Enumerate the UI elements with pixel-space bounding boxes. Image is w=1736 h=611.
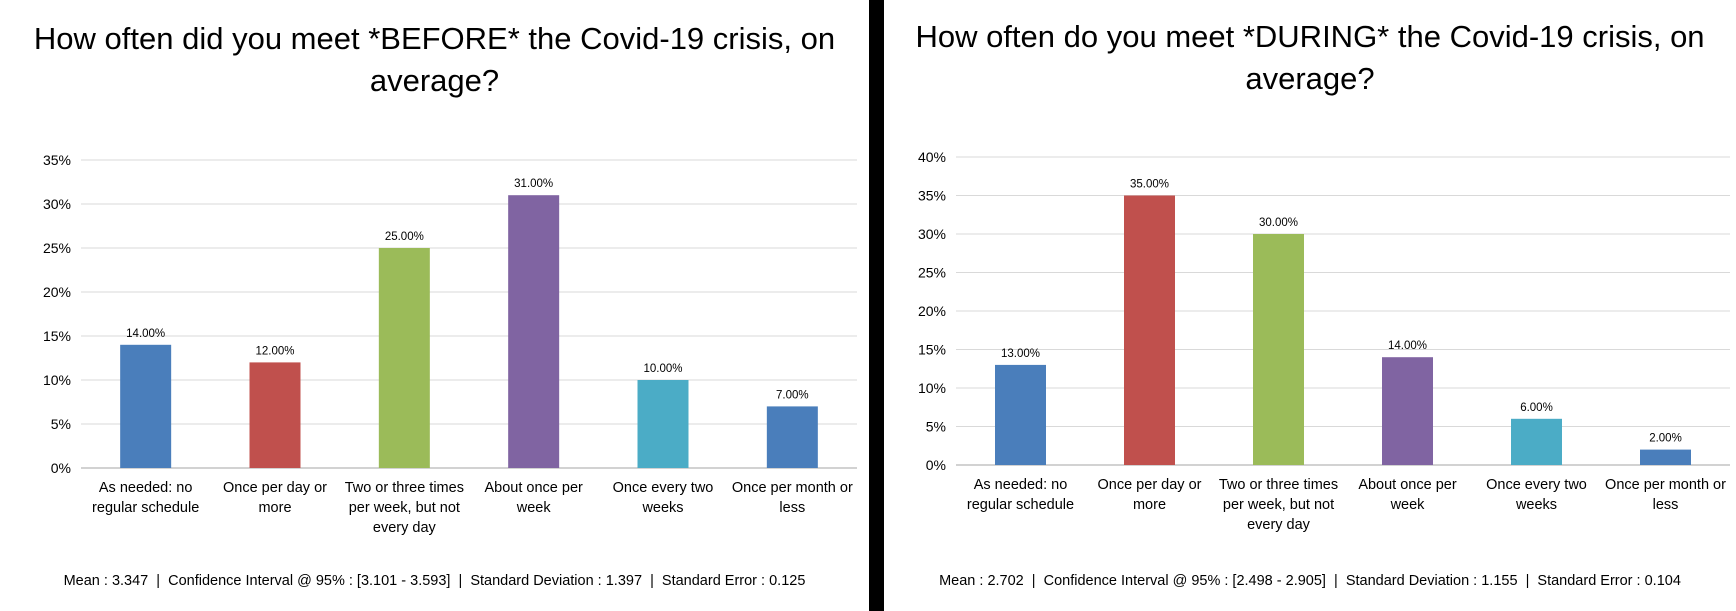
x-category-label-line: regular schedule: [92, 500, 199, 516]
bar: [637, 380, 689, 468]
y-tick-label: 10%: [43, 372, 71, 388]
x-category-label-line: more: [1133, 497, 1166, 513]
x-category-label: About once per week: [484, 480, 583, 516]
y-tick-label: 25%: [43, 240, 71, 256]
x-category-label-line: Once every two: [1486, 477, 1587, 493]
x-category-label-line: Once per day or: [1098, 477, 1202, 493]
x-category-label-line: less: [1653, 497, 1679, 513]
bar: [995, 364, 1046, 465]
data-label: 14.00%: [126, 328, 165, 340]
x-category-label-line: As needed: no: [99, 480, 193, 496]
bar: [766, 406, 818, 468]
y-tick-label: 35%: [43, 152, 71, 168]
x-category-label-line: week: [1390, 497, 1426, 513]
x-category-label-line: Two or three times: [345, 480, 464, 496]
data-label: 35.00%: [1130, 179, 1169, 191]
chart-panel-before: How often did you meet *BEFORE* the Covi…: [33, 21, 857, 589]
x-category-label-line: Two or three times: [1219, 477, 1338, 493]
data-label: 25.00%: [385, 231, 424, 243]
chart-title: How often do you meet *DURING* the Covid…: [915, 19, 1705, 96]
y-tick-label: 30%: [43, 196, 71, 212]
x-category-label-line: less: [779, 500, 805, 516]
x-category-label-line: Once per month or: [1605, 477, 1726, 493]
x-category-label: Once every two weeks: [613, 480, 714, 516]
summary-statistics: Mean : 3.347 | Confidence Interval @ 95%…: [63, 573, 806, 589]
data-label: 31.00%: [514, 178, 553, 190]
y-tick-label: 20%: [918, 303, 946, 319]
bar: [1253, 234, 1304, 465]
y-tick-label: 5%: [926, 419, 946, 435]
y-tick-label: 15%: [43, 328, 71, 344]
x-category-label-line: weeks: [1515, 497, 1557, 513]
data-label: 14.00%: [1388, 340, 1427, 352]
x-category-label-line: week: [516, 500, 552, 516]
bar: [1640, 449, 1691, 465]
x-category-label: As needed: no regular schedule: [92, 480, 199, 516]
bar-chart-during: 0% 5% 10% 15% 20% 25% 30% 35% 40% 13.00% As needed…: [918, 149, 1730, 533]
x-category-label: About once per week: [1358, 477, 1457, 513]
y-tick-label: 0%: [926, 457, 946, 473]
bar: [508, 195, 560, 468]
x-category-label: Two or three times per week, but not every…: [1219, 477, 1338, 533]
bar: [1124, 195, 1175, 465]
x-category-label-line: About once per: [1358, 477, 1457, 493]
y-tick-label: 10%: [918, 380, 946, 396]
x-category-label: Once every two weeks: [1486, 477, 1587, 513]
bar-chart-before: 0% 5% 10% 15% 20% 25% 30% 35% 14.00% As needed: n…: [43, 152, 857, 536]
data-label: 7.00%: [776, 389, 809, 401]
x-category-label-line: weeks: [641, 500, 683, 516]
x-category-label-line: About once per: [484, 480, 583, 496]
y-tick-label: 15%: [918, 342, 946, 358]
x-category-label: Once per month or less: [1605, 477, 1726, 513]
x-category-label-line: regular schedule: [967, 497, 1074, 513]
summary-statistics: Mean : 2.702 | Confidence Interval @ 95%…: [939, 573, 1681, 589]
x-category-label-line: more: [258, 500, 291, 516]
data-label: 30.00%: [1259, 217, 1298, 229]
x-category-label: As needed: no regular schedule: [967, 477, 1074, 513]
data-label: 6.00%: [1520, 402, 1553, 414]
bar: [249, 362, 301, 468]
bar: [120, 344, 172, 468]
x-category-label: Once per day or more: [223, 480, 327, 516]
x-category-label-line: every day: [373, 520, 437, 536]
x-category-label-line: As needed: no: [974, 477, 1068, 493]
y-tick-label: 40%: [918, 149, 946, 165]
bar: [378, 248, 430, 468]
x-category-label-line: per week, but not: [1223, 497, 1334, 513]
x-category-label-line: per week, but not: [349, 500, 460, 516]
y-tick-label: 35%: [918, 188, 946, 204]
data-label: 2.00%: [1649, 433, 1682, 445]
y-tick-label: 0%: [51, 460, 71, 476]
x-category-label: Two or three times per week, but not every…: [345, 480, 464, 536]
x-category-label-line: every day: [1247, 517, 1311, 533]
y-tick-label: 5%: [51, 416, 71, 432]
chart-title: How often did you meet *BEFORE* the Covi…: [33, 21, 836, 98]
data-label: 13.00%: [1001, 348, 1040, 360]
y-tick-label: 20%: [43, 284, 71, 300]
x-category-label-line: Once every two: [613, 480, 714, 496]
bar: [1382, 357, 1433, 465]
x-category-label-line: Once per day or: [223, 480, 327, 496]
y-tick-label: 25%: [918, 265, 946, 281]
y-tick-label: 30%: [918, 226, 946, 242]
panel-divider: [869, 0, 884, 611]
x-category-label-line: Once per month or: [732, 480, 853, 496]
chart-panel-during: How often do you meet *DURING* the Covid…: [884, 0, 1736, 611]
x-category-label: Once per day or more: [1098, 477, 1202, 513]
data-label: 12.00%: [255, 345, 294, 357]
x-category-label: Once per month or less: [732, 480, 853, 516]
bar: [1511, 418, 1562, 465]
data-label: 10.00%: [643, 363, 682, 375]
